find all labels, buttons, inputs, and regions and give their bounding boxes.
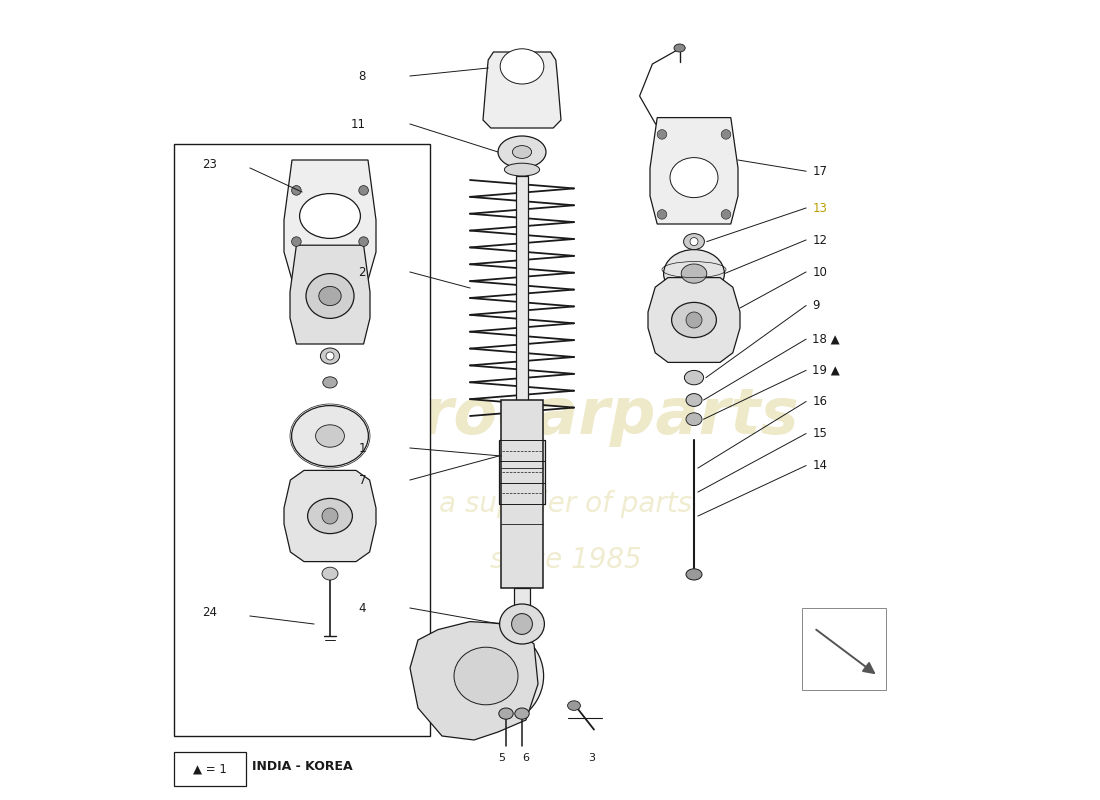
- Ellipse shape: [722, 210, 730, 219]
- Ellipse shape: [500, 49, 543, 84]
- Ellipse shape: [686, 413, 702, 426]
- Ellipse shape: [428, 624, 543, 728]
- Text: 12: 12: [813, 234, 827, 246]
- Ellipse shape: [670, 158, 718, 198]
- Ellipse shape: [359, 186, 369, 195]
- Ellipse shape: [512, 614, 532, 634]
- Ellipse shape: [686, 569, 702, 580]
- Polygon shape: [284, 470, 376, 562]
- Polygon shape: [284, 160, 376, 280]
- Ellipse shape: [292, 406, 368, 466]
- Ellipse shape: [657, 130, 667, 139]
- Text: 19 ▲: 19 ▲: [813, 364, 840, 377]
- Ellipse shape: [681, 264, 707, 283]
- Text: 16: 16: [813, 395, 827, 408]
- FancyBboxPatch shape: [502, 400, 542, 588]
- Text: 13: 13: [813, 202, 827, 214]
- Text: 5: 5: [498, 753, 506, 762]
- Text: a supplier of parts: a supplier of parts: [439, 490, 693, 518]
- Ellipse shape: [513, 146, 531, 158]
- Ellipse shape: [657, 210, 667, 219]
- FancyBboxPatch shape: [516, 176, 528, 416]
- Ellipse shape: [515, 708, 529, 719]
- Ellipse shape: [498, 708, 514, 719]
- Ellipse shape: [568, 701, 581, 710]
- Text: 18 ▲: 18 ▲: [813, 333, 840, 346]
- Ellipse shape: [674, 44, 685, 52]
- Ellipse shape: [299, 194, 361, 238]
- Ellipse shape: [359, 237, 369, 246]
- FancyBboxPatch shape: [174, 144, 430, 736]
- Ellipse shape: [498, 136, 546, 168]
- Ellipse shape: [505, 163, 540, 176]
- Ellipse shape: [686, 394, 702, 406]
- Polygon shape: [410, 622, 538, 740]
- Text: 14: 14: [813, 459, 827, 472]
- FancyBboxPatch shape: [515, 588, 530, 636]
- Ellipse shape: [683, 234, 704, 250]
- Text: 24: 24: [202, 606, 217, 618]
- Ellipse shape: [454, 647, 518, 705]
- Ellipse shape: [306, 274, 354, 318]
- Text: 2: 2: [359, 266, 366, 278]
- Text: 3: 3: [588, 753, 595, 762]
- Ellipse shape: [320, 348, 340, 364]
- Text: 11: 11: [351, 118, 366, 130]
- Ellipse shape: [684, 370, 704, 385]
- Ellipse shape: [319, 286, 341, 306]
- Text: eurocarparts: eurocarparts: [333, 385, 799, 447]
- Text: 9: 9: [813, 299, 820, 312]
- Ellipse shape: [686, 312, 702, 328]
- Text: 10: 10: [813, 266, 827, 278]
- Polygon shape: [650, 118, 738, 224]
- Text: 4: 4: [359, 602, 366, 614]
- Ellipse shape: [308, 498, 352, 534]
- Ellipse shape: [672, 302, 716, 338]
- Polygon shape: [483, 52, 561, 128]
- FancyBboxPatch shape: [174, 752, 246, 786]
- Text: 7: 7: [359, 474, 366, 486]
- Ellipse shape: [722, 130, 730, 139]
- Ellipse shape: [292, 186, 301, 195]
- Ellipse shape: [326, 352, 334, 360]
- Ellipse shape: [499, 604, 544, 644]
- Ellipse shape: [322, 377, 338, 388]
- Ellipse shape: [322, 567, 338, 580]
- Ellipse shape: [316, 425, 344, 447]
- Polygon shape: [290, 245, 370, 344]
- Polygon shape: [648, 278, 740, 362]
- Text: INDIA - KOREA: INDIA - KOREA: [252, 760, 352, 773]
- Ellipse shape: [322, 508, 338, 524]
- Text: since 1985: since 1985: [491, 546, 641, 574]
- Text: 1: 1: [359, 442, 366, 454]
- Ellipse shape: [690, 238, 698, 246]
- Ellipse shape: [663, 250, 725, 298]
- Text: 15: 15: [813, 427, 827, 440]
- Ellipse shape: [292, 237, 301, 246]
- Text: 6: 6: [522, 753, 529, 762]
- Text: ▲ = 1: ▲ = 1: [194, 762, 227, 775]
- FancyBboxPatch shape: [498, 440, 546, 504]
- Text: 8: 8: [359, 70, 366, 82]
- Text: 23: 23: [202, 158, 217, 170]
- Text: 17: 17: [813, 165, 827, 178]
